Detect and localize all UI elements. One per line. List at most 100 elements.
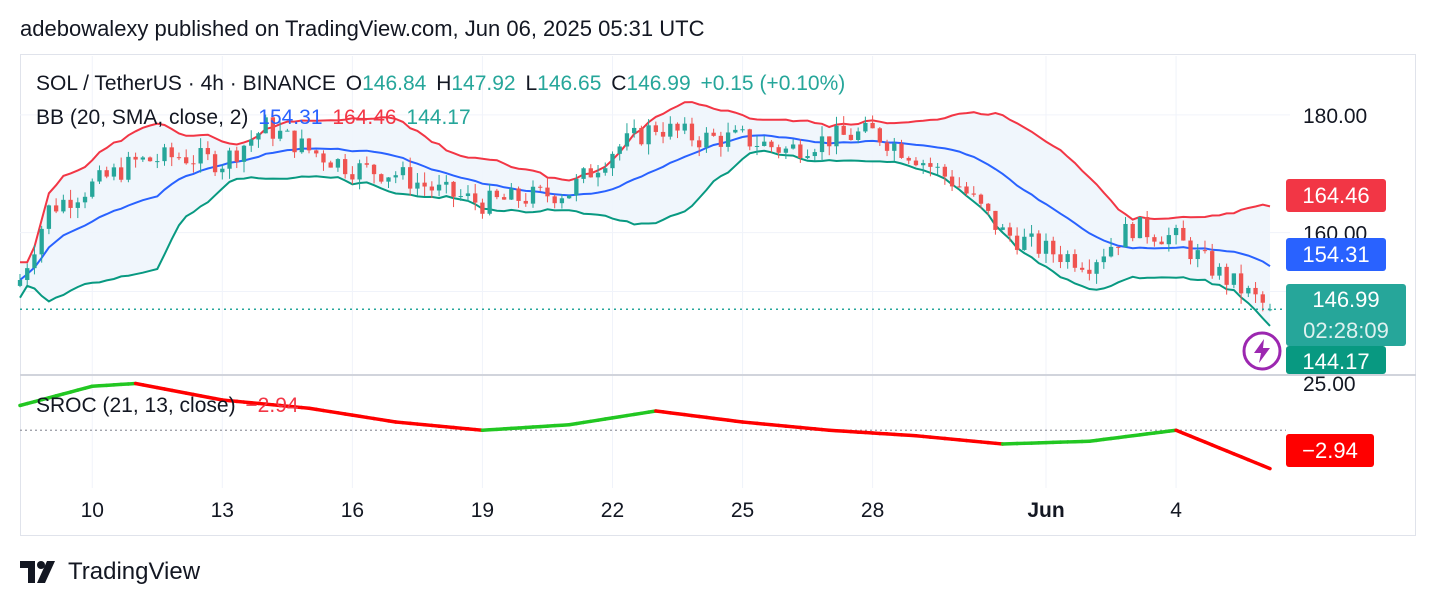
candle xyxy=(581,167,586,184)
candle xyxy=(805,149,810,160)
candle xyxy=(256,131,261,148)
candle-body xyxy=(263,117,268,134)
candle xyxy=(841,116,846,136)
candle-body xyxy=(805,156,810,159)
candle xyxy=(1094,259,1099,284)
candle-body xyxy=(971,193,976,195)
candle-body xyxy=(371,164,377,175)
candle-body xyxy=(306,138,312,151)
candle xyxy=(1014,227,1020,255)
candle xyxy=(162,143,167,166)
candle xyxy=(422,172,427,196)
time-tick-label: 19 xyxy=(471,499,494,522)
candle-body xyxy=(17,280,23,286)
candle xyxy=(1000,223,1005,231)
candle-body xyxy=(111,167,117,177)
candle xyxy=(1007,222,1013,242)
candle-body xyxy=(328,162,333,168)
candle-body xyxy=(530,186,536,204)
candle-body xyxy=(928,163,933,167)
footer-brand: TradingView xyxy=(68,558,201,585)
bb-legend[interactable]: BB (20, SMA, close, 2) 154.31 164.46 144… xyxy=(36,106,475,130)
candle-body xyxy=(1036,233,1041,254)
candle-body xyxy=(538,186,543,188)
candle-body xyxy=(827,136,832,147)
candle-body xyxy=(82,196,88,203)
candle xyxy=(104,166,109,179)
candle xyxy=(241,144,247,173)
candle xyxy=(754,135,760,156)
tradingview-logo[interactable]: TradingView xyxy=(20,556,200,588)
candle xyxy=(516,186,521,208)
candle xyxy=(429,181,435,198)
candle-body xyxy=(870,122,875,129)
open-label: O xyxy=(345,72,363,95)
candle xyxy=(68,189,73,219)
bb-upper-line xyxy=(19,101,1271,264)
candle xyxy=(1029,225,1034,247)
candle-body xyxy=(812,152,817,157)
candle xyxy=(870,115,875,129)
candle-body xyxy=(270,117,276,139)
candle xyxy=(711,128,716,137)
candle xyxy=(249,130,254,152)
candle xyxy=(263,114,268,134)
candle-body xyxy=(422,182,427,187)
candle-body xyxy=(364,163,369,165)
flash-icon[interactable] xyxy=(1242,331,1282,371)
indicator-tick-label: 25.00 xyxy=(1303,373,1356,396)
candle-body xyxy=(855,131,861,140)
candle-body xyxy=(834,125,839,147)
candle-body xyxy=(487,190,492,214)
sroc-legend[interactable]: SROC (21, 13, close) −2.94 xyxy=(36,394,303,418)
candle xyxy=(689,117,695,147)
candle xyxy=(1145,211,1150,244)
last-price-tag: 146.99 02:28:09 xyxy=(1286,284,1406,346)
candle-body xyxy=(249,139,254,146)
bb-lower-line xyxy=(19,149,1271,327)
candle-body xyxy=(234,150,239,162)
bollinger-bands xyxy=(19,101,1271,327)
candle-body xyxy=(1224,266,1229,285)
candle xyxy=(1188,237,1193,265)
candle-body xyxy=(957,186,962,188)
candle xyxy=(1253,282,1258,303)
candle-body xyxy=(1202,250,1208,252)
candle xyxy=(913,157,919,167)
bb-basis-value: 154.31 xyxy=(258,106,323,129)
candle xyxy=(530,180,536,208)
symbol-title[interactable]: SOL / TetherUS · 4h · BINANCE xyxy=(36,72,336,95)
candle-body xyxy=(90,181,95,197)
candle-body xyxy=(205,148,211,155)
candle xyxy=(733,125,738,134)
candle-body xyxy=(386,177,391,182)
candle xyxy=(747,128,752,151)
candle-body xyxy=(892,143,897,151)
candle xyxy=(935,162,940,175)
candle-body xyxy=(675,123,680,131)
candle-body xyxy=(155,161,160,163)
candle-body xyxy=(942,166,948,177)
candle-body xyxy=(241,145,247,162)
candle-body xyxy=(458,196,463,198)
candle-body xyxy=(408,167,413,189)
candle-body xyxy=(993,210,998,230)
candle xyxy=(559,194,565,209)
candle-body xyxy=(964,186,969,194)
close-value: 146.99 xyxy=(626,72,691,95)
candle-body xyxy=(740,129,745,131)
candle-body xyxy=(747,129,752,147)
close-label: C xyxy=(611,72,627,95)
candle-body xyxy=(1195,250,1200,260)
candle xyxy=(357,159,362,190)
candle xyxy=(234,146,239,169)
candle-body xyxy=(1116,246,1121,248)
candle xyxy=(169,142,174,167)
candle xyxy=(1210,243,1215,279)
candle xyxy=(552,194,557,209)
candle xyxy=(545,178,550,203)
candle xyxy=(1108,237,1114,258)
candle xyxy=(155,153,160,169)
candle-body xyxy=(1210,251,1215,276)
